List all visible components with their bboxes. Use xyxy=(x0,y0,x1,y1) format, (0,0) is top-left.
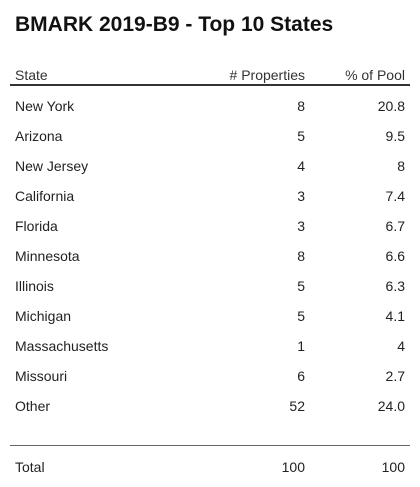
properties-cell: 1 xyxy=(297,338,305,354)
table-row: Florida 3 6.7 xyxy=(10,216,410,246)
state-cell: Florida xyxy=(15,218,58,234)
table-row: Michigan 5 4.1 xyxy=(10,306,410,336)
properties-cell: 4 xyxy=(297,158,305,174)
properties-cell: 5 xyxy=(297,278,305,294)
properties-cell: 8 xyxy=(297,98,305,114)
table-row: California 3 7.4 xyxy=(10,186,410,216)
table-row: New Jersey 4 8 xyxy=(10,156,410,186)
column-header-properties: # Properties xyxy=(229,67,305,83)
pct-cell: 20.8 xyxy=(377,98,405,114)
state-cell: New Jersey xyxy=(15,158,89,174)
pct-cell: 24.0 xyxy=(377,398,405,414)
total-properties: 100 xyxy=(281,459,305,475)
table-row: Minnesota 8 6.6 xyxy=(10,246,410,276)
total-label: Total xyxy=(15,459,45,475)
pct-cell: 6.3 xyxy=(385,278,405,294)
properties-cell: 5 xyxy=(297,308,305,324)
state-cell: Michigan xyxy=(15,308,72,324)
properties-cell: 3 xyxy=(297,188,305,204)
total-pct: 100 xyxy=(381,459,405,475)
state-cell: Missouri xyxy=(15,368,68,384)
pct-cell: 4 xyxy=(397,338,405,354)
properties-cell: 8 xyxy=(297,248,305,264)
properties-cell: 5 xyxy=(297,128,305,144)
pct-cell: 8 xyxy=(397,158,405,174)
pct-cell: 6.6 xyxy=(385,248,405,264)
total-row: Total 100 100 xyxy=(10,457,410,487)
pct-cell: 6.7 xyxy=(385,218,405,234)
page-title: BMARK 2019-B9 - Top 10 States xyxy=(15,13,334,36)
state-cell: Other xyxy=(15,398,51,414)
total-divider xyxy=(10,445,410,446)
table-row: Massachusetts 1 4 xyxy=(10,336,410,366)
state-cell: New York xyxy=(15,98,75,114)
pct-cell: 2.7 xyxy=(385,368,405,384)
pct-cell: 4.1 xyxy=(385,308,405,324)
table-header: State # Properties % of Pool xyxy=(10,65,410,85)
table-row: Illinois 5 6.3 xyxy=(10,276,410,306)
column-header-state: State xyxy=(15,67,48,83)
state-cell: California xyxy=(15,188,75,204)
table-row: Missouri 6 2.7 xyxy=(10,366,410,396)
state-cell: Arizona xyxy=(15,128,63,144)
pct-cell: 7.4 xyxy=(385,188,405,204)
state-cell: Illinois xyxy=(15,278,54,294)
table-row: New York 8 20.8 xyxy=(10,96,410,126)
state-cell: Massachusetts xyxy=(15,338,109,354)
pct-cell: 9.5 xyxy=(385,128,405,144)
properties-cell: 3 xyxy=(297,218,305,234)
header-divider xyxy=(10,84,410,86)
state-cell: Minnesota xyxy=(15,248,80,264)
column-header-pct-pool: % of Pool xyxy=(345,67,405,83)
table-row: Arizona 5 9.5 xyxy=(10,126,410,156)
properties-cell: 52 xyxy=(289,398,305,414)
table-row: Other 52 24.0 xyxy=(10,396,410,426)
properties-cell: 6 xyxy=(297,368,305,384)
